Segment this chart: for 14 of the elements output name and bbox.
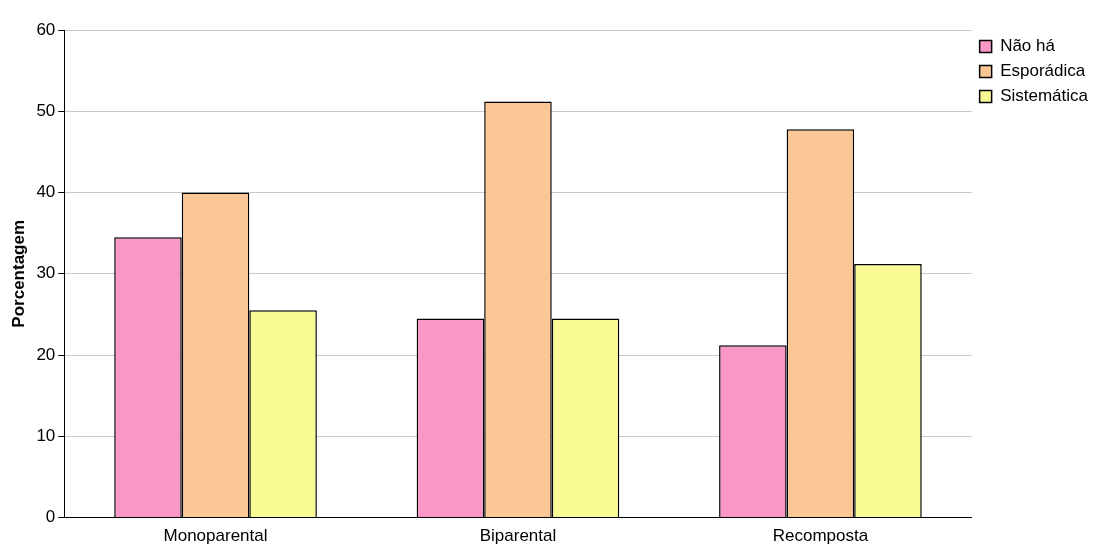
legend-label: Sistemática xyxy=(1000,86,1089,106)
y-tick-label: 10 xyxy=(36,426,56,446)
legend-label: Esporádica xyxy=(1000,61,1086,81)
y-tick-label: 60 xyxy=(36,19,56,39)
y-tick-label: 0 xyxy=(45,507,56,527)
legend-label: Não há xyxy=(1000,36,1056,56)
y-tick-label: 40 xyxy=(36,182,56,202)
x-tick-label: Biparental xyxy=(479,526,557,546)
y-tick-label: 30 xyxy=(36,263,56,283)
x-tick-label: Monoparental xyxy=(163,526,268,546)
y-axis-title: Porcentagem xyxy=(8,219,28,328)
y-tick-label: 50 xyxy=(36,100,56,120)
x-tick-label: Recomposta xyxy=(772,526,869,546)
y-tick-label: 20 xyxy=(36,344,56,364)
